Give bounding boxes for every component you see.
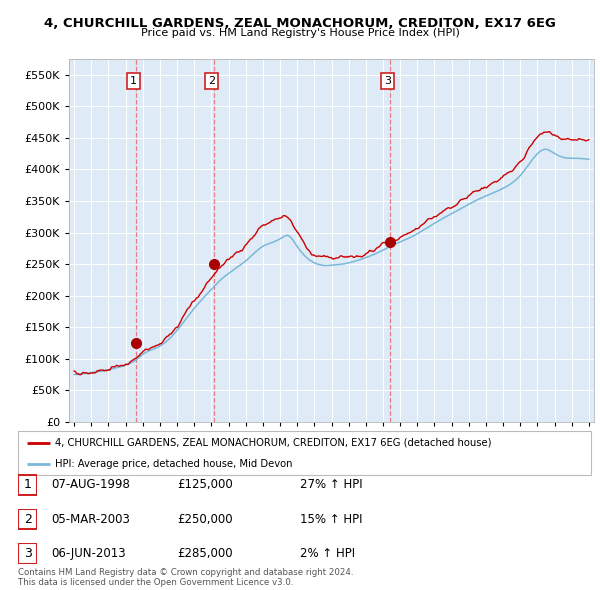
Text: £125,000: £125,000 <box>177 478 233 491</box>
Text: 06-JUN-2013: 06-JUN-2013 <box>51 547 125 560</box>
Text: 1: 1 <box>130 76 137 86</box>
Text: 1: 1 <box>23 478 32 491</box>
Text: 3: 3 <box>384 76 391 86</box>
Text: 05-MAR-2003: 05-MAR-2003 <box>51 513 130 526</box>
Text: 4, CHURCHILL GARDENS, ZEAL MONACHORUM, CREDITON, EX17 6EG: 4, CHURCHILL GARDENS, ZEAL MONACHORUM, C… <box>44 17 556 30</box>
Text: Contains HM Land Registry data © Crown copyright and database right 2024.
This d: Contains HM Land Registry data © Crown c… <box>18 568 353 587</box>
Text: 15% ↑ HPI: 15% ↑ HPI <box>300 513 362 526</box>
Text: 3: 3 <box>23 547 32 560</box>
Text: 27% ↑ HPI: 27% ↑ HPI <box>300 478 362 491</box>
FancyBboxPatch shape <box>18 431 591 475</box>
Text: 2: 2 <box>208 76 215 86</box>
Text: 2% ↑ HPI: 2% ↑ HPI <box>300 547 355 560</box>
Text: £250,000: £250,000 <box>177 513 233 526</box>
Text: £285,000: £285,000 <box>177 547 233 560</box>
FancyBboxPatch shape <box>19 475 37 495</box>
Text: 2: 2 <box>23 513 32 526</box>
Text: 4, CHURCHILL GARDENS, ZEAL MONACHORUM, CREDITON, EX17 6EG (detached house): 4, CHURCHILL GARDENS, ZEAL MONACHORUM, C… <box>55 438 492 448</box>
Text: 07-AUG-1998: 07-AUG-1998 <box>51 478 130 491</box>
Text: HPI: Average price, detached house, Mid Devon: HPI: Average price, detached house, Mid … <box>55 459 293 469</box>
Text: Price paid vs. HM Land Registry's House Price Index (HPI): Price paid vs. HM Land Registry's House … <box>140 28 460 38</box>
FancyBboxPatch shape <box>19 509 37 529</box>
FancyBboxPatch shape <box>19 543 37 563</box>
